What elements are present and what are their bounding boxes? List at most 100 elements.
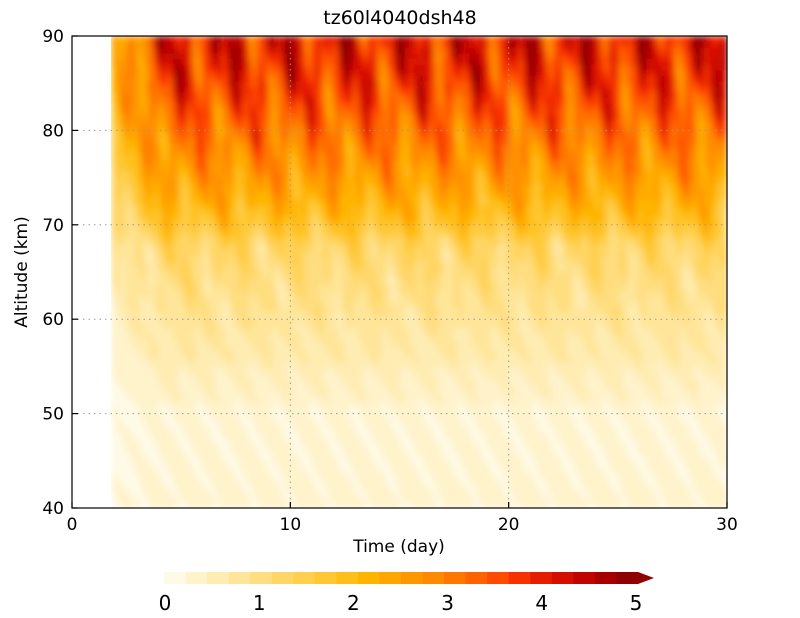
- heatmap-cell: [447, 463, 453, 470]
- heatmap-cell: [120, 328, 127, 335]
- heatmap-cell: [613, 491, 619, 498]
- heatmap-cell: [243, 390, 250, 397]
- heatmap-cell: [490, 395, 496, 402]
- heatmap-cell: [670, 429, 676, 436]
- heatmap-cell: [153, 328, 160, 335]
- heatmap-cell: [632, 305, 638, 312]
- heatmap-cell: [286, 328, 292, 335]
- heatmap-cell: [153, 288, 160, 296]
- heatmap-cell: [575, 294, 581, 301]
- heatmap-cell: [215, 356, 221, 363]
- heatmap-cell: [409, 457, 416, 464]
- heatmap-cell: [622, 485, 629, 492]
- heatmap-cell: [139, 378, 146, 385]
- heatmap-cell: [447, 356, 453, 363]
- heatmap-cell: [206, 350, 212, 357]
- heatmap-cell: [125, 502, 131, 508]
- heatmap-cell: [234, 434, 240, 442]
- heatmap-cell: [693, 390, 700, 397]
- heatmap-cell: [291, 367, 297, 374]
- heatmap-cell: [168, 502, 174, 508]
- heatmap-cell: [234, 305, 240, 312]
- heatmap-cell: [234, 491, 240, 498]
- heatmap-cell: [655, 406, 662, 414]
- heatmap-cell: [480, 300, 487, 307]
- heatmap-cell: [338, 395, 344, 402]
- heatmap-cell: [504, 316, 510, 324]
- heatmap-cell: [243, 311, 250, 318]
- heatmap-cell: [390, 300, 397, 307]
- heatmap-cell: [717, 345, 723, 352]
- heatmap-cell: [324, 440, 330, 447]
- heatmap-cell: [163, 463, 169, 470]
- heatmap-cell: [722, 485, 727, 492]
- heatmap-cell: [314, 479, 321, 487]
- heatmap-cell: [243, 384, 250, 391]
- heatmap-cell: [177, 288, 183, 296]
- heatmap-cell: [305, 418, 311, 425]
- heatmap-cell: [258, 502, 264, 508]
- heatmap-cell: [381, 412, 387, 419]
- heatmap-cell: [144, 446, 150, 453]
- heatmap-cell: [646, 294, 652, 301]
- heatmap-cell: [168, 418, 174, 425]
- heatmap-cell: [457, 356, 463, 363]
- heatmap-cell: [201, 390, 207, 397]
- heatmap-cell: [319, 429, 326, 436]
- heatmap-cell: [561, 423, 567, 430]
- heatmap-cell: [386, 496, 392, 503]
- heatmap-cell: [670, 457, 676, 464]
- heatmap-cell: [149, 373, 155, 380]
- heatmap-cell: [404, 429, 411, 436]
- heatmap-cell: [404, 373, 411, 380]
- heatmap-cell: [518, 451, 524, 459]
- heatmap-cell: [258, 373, 264, 380]
- heatmap-cell: [395, 367, 401, 374]
- heatmap-cell: [314, 485, 321, 492]
- heatmap-cell: [504, 440, 510, 447]
- heatmap-cell: [116, 423, 122, 430]
- heatmap-cell: [357, 401, 363, 408]
- heatmap-cell: [376, 418, 382, 425]
- heatmap-cell: [324, 361, 330, 369]
- heatmap-cell: [201, 446, 207, 453]
- heatmap-cell: [291, 339, 297, 346]
- heatmap-cell: [537, 429, 543, 436]
- heatmap-cell: [220, 350, 226, 357]
- heatmap-cell: [243, 367, 250, 374]
- heatmap-cell: [333, 418, 340, 425]
- heatmap-cell: [575, 496, 581, 503]
- heatmap-cell: [277, 418, 283, 425]
- heatmap-cell: [291, 316, 297, 324]
- heatmap-cell: [362, 474, 368, 481]
- heatmap-cell: [220, 384, 226, 391]
- heatmap-cell: [139, 457, 146, 464]
- heatmap-cell: [329, 305, 335, 312]
- heatmap-cell: [423, 423, 430, 430]
- heatmap-cell: [187, 356, 193, 363]
- heatmap-cell: [499, 412, 505, 419]
- heatmap-cell: [258, 361, 264, 369]
- heatmap-cell: [409, 339, 416, 346]
- heatmap-cell: [532, 412, 539, 419]
- heatmap-cell: [703, 463, 709, 470]
- heatmap-cell: [679, 406, 685, 414]
- heatmap-cell: [475, 350, 482, 357]
- heatmap-cell: [423, 468, 430, 475]
- heatmap-cell: [494, 485, 501, 492]
- heatmap-cell: [215, 390, 221, 397]
- heatmap-cell: [584, 491, 591, 498]
- heatmap-cell: [187, 378, 193, 385]
- heatmap-cell: [679, 300, 685, 307]
- heatmap-cell: [698, 485, 704, 492]
- heatmap-cell: [471, 502, 477, 508]
- heatmap-cell: [234, 474, 240, 481]
- heatmap-cell: [537, 446, 543, 453]
- heatmap-cell: [670, 496, 676, 503]
- heatmap-cell: [310, 468, 316, 475]
- heatmap-cell: [210, 328, 217, 335]
- heatmap-cell: [622, 294, 629, 301]
- heatmap-cell: [547, 429, 553, 436]
- heatmap-cell: [442, 373, 449, 380]
- heatmap-cell: [153, 440, 160, 447]
